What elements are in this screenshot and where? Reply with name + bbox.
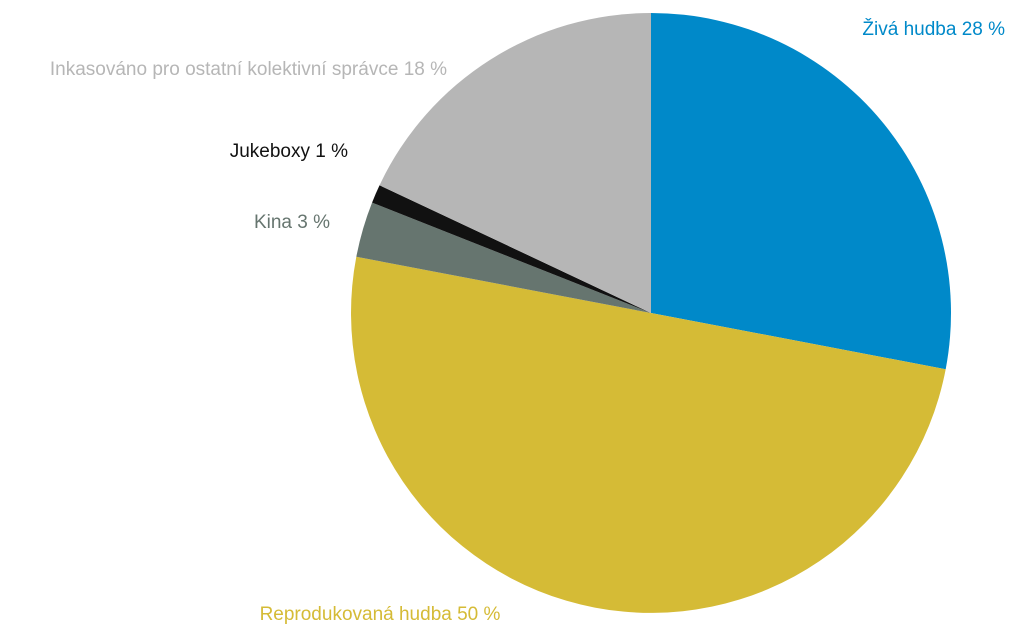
- slice-value: 18 %: [404, 59, 447, 80]
- slice-label: Inkasováno pro ostatní kolektivní správc…: [50, 59, 447, 80]
- slice-value: 50 %: [457, 604, 500, 625]
- slice-name: Kina: [254, 212, 292, 233]
- slice-value: 3 %: [297, 212, 330, 233]
- slice-value: 28 %: [962, 19, 1005, 40]
- slice-label: Jukeboxy 1 %: [230, 141, 348, 162]
- pie-slice: [372, 185, 651, 313]
- slice-name: Inkasováno pro ostatní kolektivní správc…: [50, 59, 399, 80]
- slice-name: Reprodukovaná hudba: [260, 604, 453, 625]
- pie-slice: [356, 202, 651, 313]
- slice-label: Živá hudba 28 %: [862, 18, 1005, 40]
- slice-name: Živá hudba: [862, 18, 956, 40]
- slice-name: Jukeboxy: [230, 141, 311, 162]
- slice-label: Reprodukovaná hudba 50 %: [260, 604, 501, 625]
- pie-slice: [351, 256, 946, 613]
- pie-slice: [379, 13, 651, 313]
- slice-label: Kina 3 %: [254, 212, 330, 233]
- slice-value: 1 %: [315, 141, 348, 162]
- pie-slice: [651, 13, 951, 370]
